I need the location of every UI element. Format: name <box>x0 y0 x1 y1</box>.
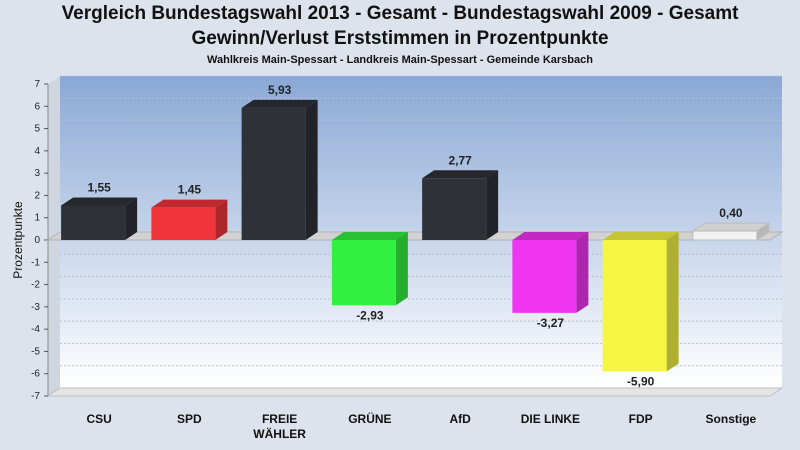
bar-afd <box>422 178 487 240</box>
bar-top <box>151 199 228 208</box>
chart-title: Vergleich Bundestagswahl 2013 - Gesamt -… <box>61 3 739 24</box>
y-tick-label: 7 <box>34 79 40 90</box>
bar-top <box>422 170 499 179</box>
y-tick-label: -2 <box>31 280 40 291</box>
x-tick-label: FREIE WÄHLER <box>253 412 306 441</box>
bar-side <box>486 170 499 240</box>
data-label: -2,93 <box>356 308 384 322</box>
x-tick-label: FDP <box>629 412 653 426</box>
data-label: 2,77 <box>448 153 472 167</box>
y-axis-title: Prozentpunkte <box>11 201 25 279</box>
bar-die-linke <box>512 240 577 313</box>
bar-sonstige <box>692 230 758 241</box>
data-label: 5,93 <box>268 83 292 97</box>
y-tick-label: 1 <box>34 213 40 224</box>
data-label: -5,90 <box>627 374 655 388</box>
chart-subtitle: Gewinn/Verlust Erststimmen in Prozentpun… <box>191 28 609 49</box>
bar-spd <box>151 207 216 240</box>
bar-side <box>125 197 138 240</box>
bar-side <box>395 232 408 306</box>
plot-floor <box>46 387 784 397</box>
bar-top <box>61 197 138 206</box>
y-tick-label: 4 <box>34 146 40 157</box>
bar-gr-ne <box>331 240 396 306</box>
bar-side <box>576 232 589 313</box>
bar-side <box>305 99 318 241</box>
y-tick-label: -5 <box>31 346 40 357</box>
x-tick-label: AfD <box>449 412 471 426</box>
y-tick-label: 3 <box>34 168 40 179</box>
data-label: 1,45 <box>178 183 202 197</box>
data-label: 1,55 <box>87 180 111 194</box>
y-tick-label: 5 <box>34 124 40 135</box>
bar-top <box>602 232 679 240</box>
y-tick-label: 6 <box>34 101 40 112</box>
x-tick-label: GRÜNE <box>348 411 391 426</box>
data-label: -3,27 <box>537 316 565 330</box>
y-tick-label: -6 <box>31 369 40 380</box>
y-tick-label: -3 <box>31 302 40 313</box>
bar-top <box>331 232 408 240</box>
bar-side <box>666 232 679 372</box>
bar-top <box>241 99 318 108</box>
bar-csu <box>61 205 126 240</box>
x-tick-label: SPD <box>177 412 202 426</box>
y-tick-label: -1 <box>31 257 40 268</box>
bar-top <box>691 222 771 232</box>
x-tick-label: Sonstige <box>706 412 757 426</box>
y-tick-label: -7 <box>31 391 40 402</box>
y-tick-label: 2 <box>34 190 40 201</box>
bar-freie-w-hler <box>241 107 306 241</box>
bar-side <box>215 199 228 240</box>
y-tick-label: -4 <box>31 324 40 335</box>
bar-fdp <box>602 240 667 372</box>
bar-top <box>512 232 589 240</box>
data-label: 0,40 <box>719 206 743 220</box>
x-tick-label: DIE LINKE <box>521 412 580 426</box>
x-tick-label: CSU <box>86 412 111 426</box>
chart-caption: Wahlkreis Main-Spessart - Landkreis Main… <box>207 54 593 66</box>
y-tick-label: 0 <box>34 235 40 246</box>
